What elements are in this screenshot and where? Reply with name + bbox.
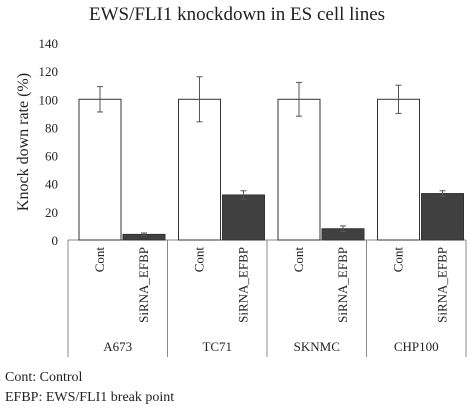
y-tick-label: 20 <box>45 205 58 220</box>
group-label: TC71 <box>202 339 232 354</box>
y-tick-label: 120 <box>39 64 59 79</box>
bar-a673-cont <box>78 98 122 241</box>
x-tick-label: SiRNA_EFBP <box>236 247 251 323</box>
x-tick-label: Cont <box>92 247 107 273</box>
x-tick-label: SiRNA_EFBP <box>435 247 450 323</box>
y-tick-label: 80 <box>45 120 58 135</box>
x-tick-label: SiRNA_EFBP <box>335 247 350 323</box>
x-tick-label: Cont <box>391 247 406 273</box>
group-label: SKNMC <box>294 339 340 354</box>
y-tick-label: 140 <box>39 36 59 51</box>
footnote-cont: Cont: Control <box>5 370 83 385</box>
bar-chp100-cont <box>377 98 420 241</box>
plot-area: 0 20 40 60 80 100 120 140 Cont SiRNA_EFBP A673 Cont… <box>39 36 467 357</box>
bar-sknmc-cont <box>277 98 321 241</box>
y-tick-label: 0 <box>52 233 59 248</box>
x-tick-label: Cont <box>192 247 207 273</box>
y-tick-label: 40 <box>45 177 58 192</box>
group-label: A673 <box>103 339 132 354</box>
x-tick-label: SiRNA_EFBP <box>136 247 151 323</box>
y-axis-label: Knock down rate (%) <box>15 73 32 211</box>
x-tick-label: Cont <box>291 247 306 273</box>
bar-tc71-sirna-efbp <box>222 194 265 241</box>
bar-chp100-sirna-efbp <box>421 193 464 241</box>
footnote-efbp: EFBP: EWS/FLI1 break point <box>5 390 174 405</box>
group-label: CHP100 <box>394 339 439 354</box>
chart-title: EWS/FLI1 knockdown in ES cell lines <box>89 4 385 25</box>
y-tick-label: 100 <box>39 92 59 107</box>
y-tick-label: 60 <box>45 149 58 164</box>
